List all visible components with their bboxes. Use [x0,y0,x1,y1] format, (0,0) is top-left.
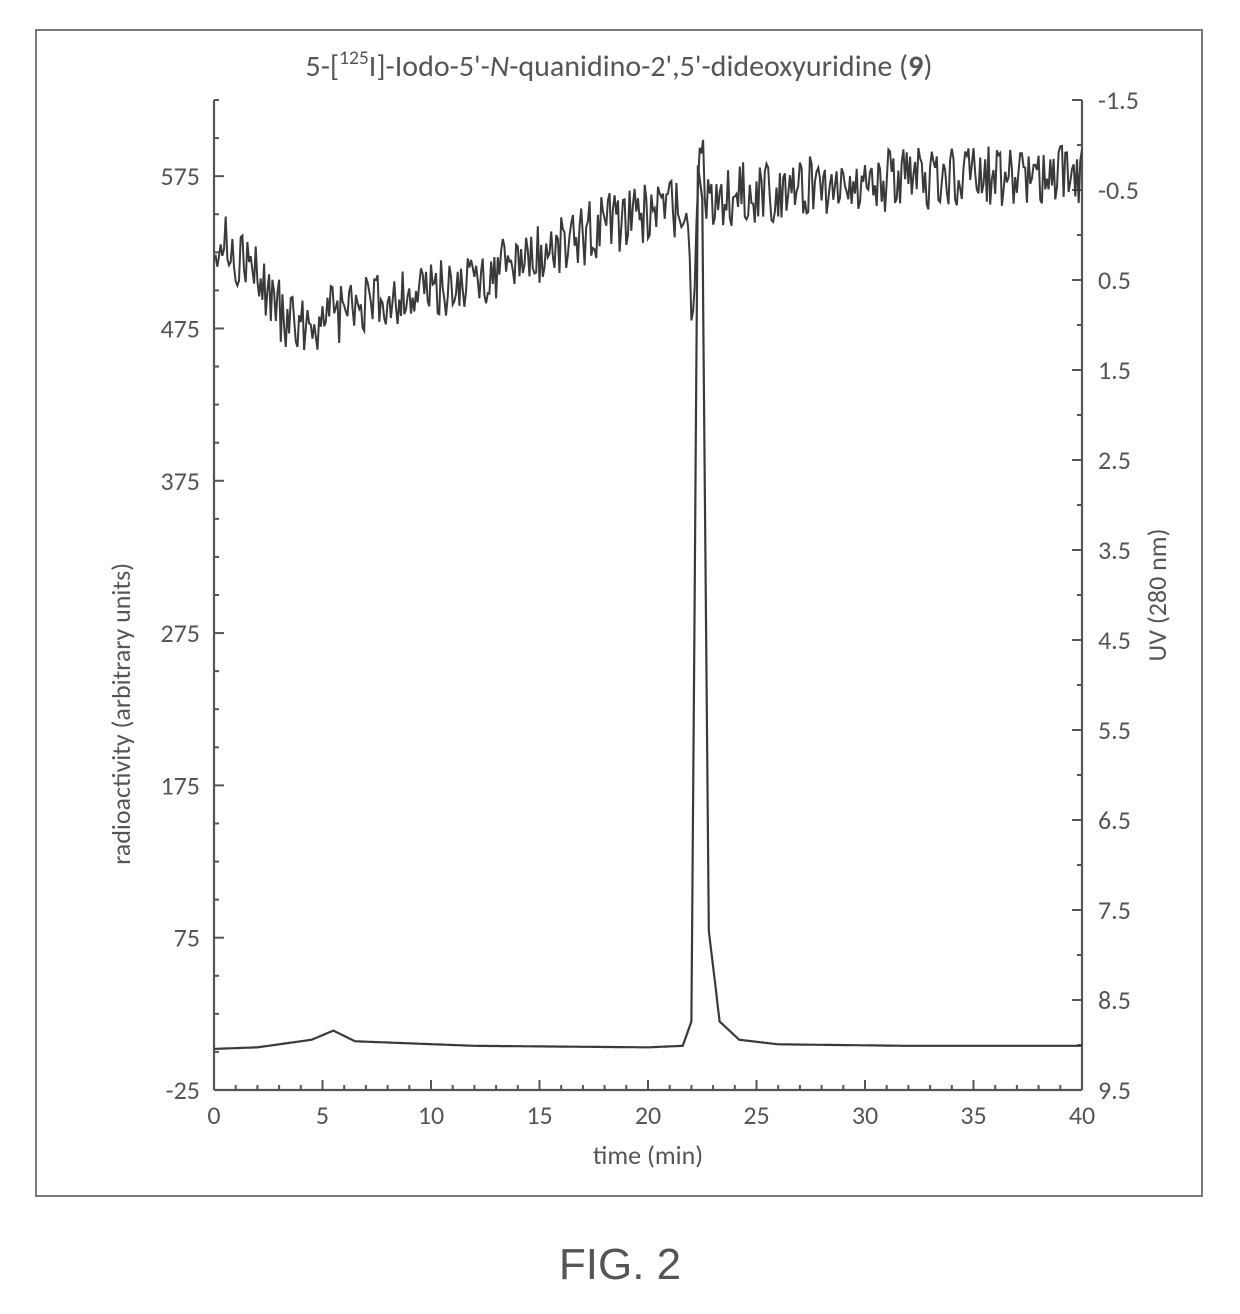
y-right-tick-label: 3.5 [1098,534,1131,566]
y-left-tick-label: 475 [160,312,200,344]
x-tick-label: 35 [960,1099,986,1131]
x-tick-label: 10 [418,1099,444,1131]
y-right-tick-label: 1.5 [1098,354,1131,386]
y-left-tick-label: 75 [174,922,200,954]
y-right-tick-label: 6.5 [1098,804,1131,836]
x-tick-label: 20 [635,1099,661,1131]
y-left-tick-label: 175 [160,769,200,801]
chart-svg: 5-[125I]-Iodo-5'-N-quanidino-2',5'-dideo… [0,0,1240,1314]
x-tick-label: 0 [207,1099,220,1131]
y-left-tick-label: 275 [160,617,200,649]
x-axis-label: time (min) [593,1139,703,1171]
y-right-tick-label: 7.5 [1098,894,1131,926]
y-right-tick-label: 4.5 [1098,624,1131,656]
y-left-axis-label: radioactivity (arbitrary units) [105,563,137,865]
y-right-axis-label: UV (280 nm) [1141,529,1173,662]
x-tick-label: 15 [526,1099,552,1131]
x-tick-label: 5 [316,1099,329,1131]
y-right-tick-label: 0.5 [1098,264,1131,296]
y-left-tick-label: -25 [166,1074,200,1106]
x-tick-label: 30 [852,1099,878,1131]
y-right-tick-label: 2.5 [1098,444,1131,476]
y-right-tick-label: -0.5 [1098,174,1139,206]
x-tick-label: 40 [1069,1099,1095,1131]
y-right-tick-label: 9.5 [1098,1074,1131,1106]
chart-title: 5-[125I]-Iodo-5'-N-quanidino-2',5'-dideo… [306,46,933,85]
y-right-tick-label: 5.5 [1098,714,1131,746]
y-right-tick-label: 8.5 [1098,984,1131,1016]
y-left-tick-label: 575 [160,160,200,192]
figure-caption: FIG. 2 [0,1240,1240,1290]
y-right-tick-label: -1.5 [1098,84,1139,116]
x-tick-label: 25 [743,1099,769,1131]
y-left-tick-label: 375 [160,465,200,497]
